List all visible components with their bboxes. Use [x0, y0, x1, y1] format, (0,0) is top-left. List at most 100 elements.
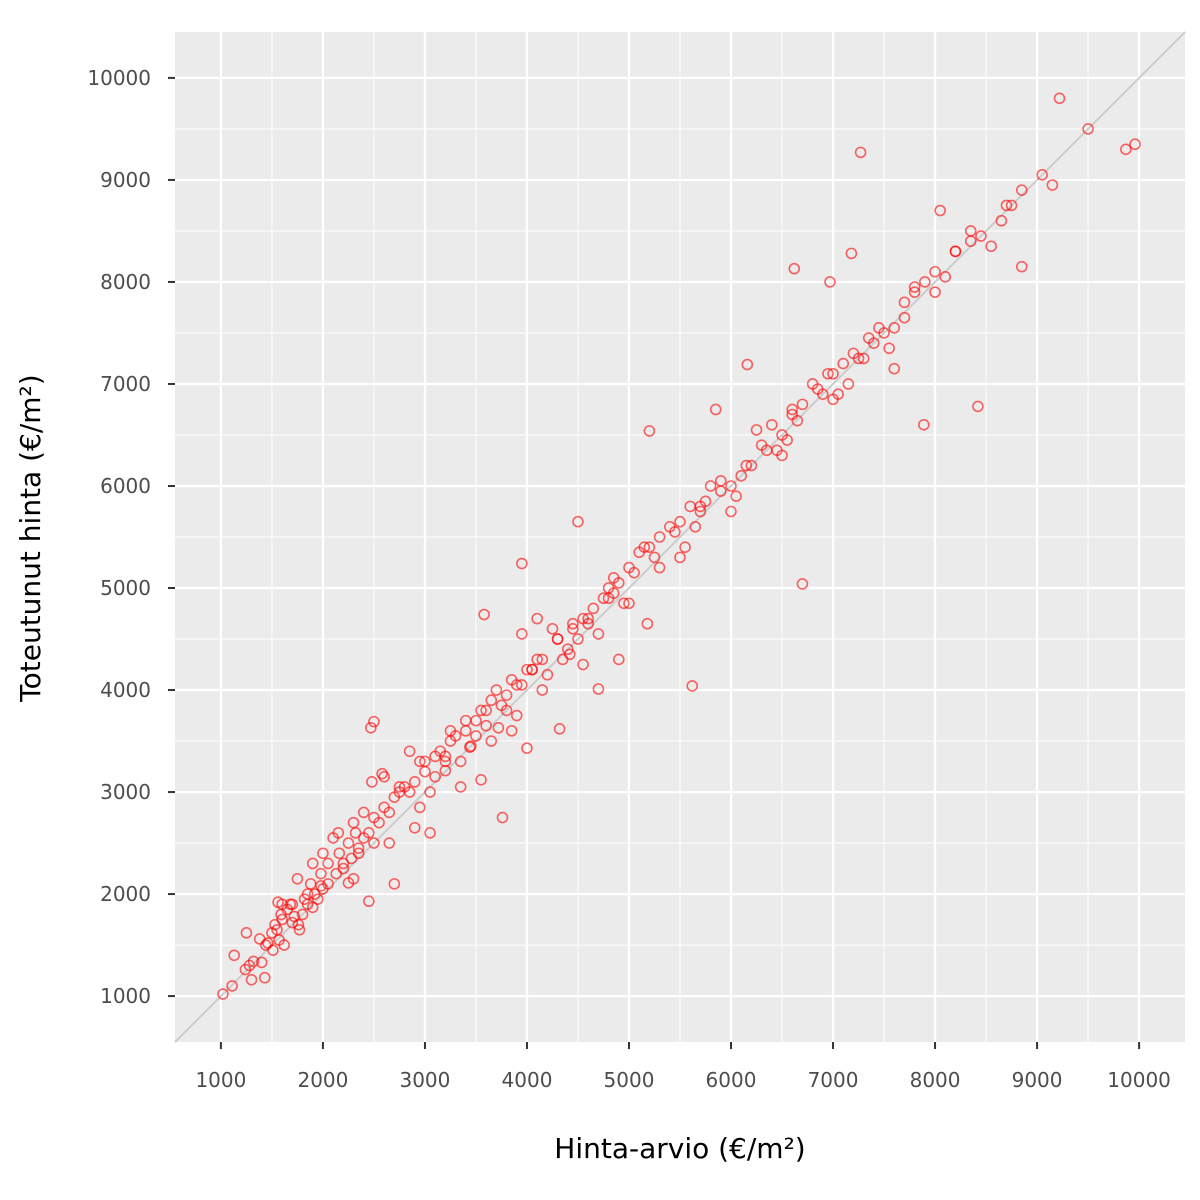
data-point — [567, 617, 579, 630]
data-point — [786, 403, 799, 416]
data-point — [278, 939, 290, 951]
data-point — [725, 480, 737, 492]
data-point — [612, 577, 625, 589]
y-tick-label: 10000 — [87, 66, 151, 90]
data-point — [480, 719, 492, 732]
data-point — [521, 663, 533, 676]
data-point — [567, 623, 579, 635]
data-point — [342, 837, 355, 849]
data-point — [317, 847, 329, 860]
x-tick-label: 10000 — [1107, 1068, 1171, 1092]
data-point — [766, 418, 778, 431]
data-point — [424, 827, 436, 839]
data-point — [388, 878, 401, 890]
y-tick-label: 1000 — [100, 984, 151, 1008]
data-point — [638, 541, 651, 554]
data-point — [674, 515, 686, 528]
x-axis-ticks: 1000 2000 3000 4000 5000 6000 7000 8000 9000 1000… — [195, 1042, 1171, 1092]
y-tick-label: 3000 — [100, 780, 151, 804]
data-point — [429, 750, 441, 763]
data-point — [842, 378, 855, 390]
data-point — [618, 597, 630, 610]
data-point — [485, 694, 498, 707]
data-point — [454, 781, 467, 793]
data-point — [577, 658, 589, 671]
data-point — [939, 271, 952, 283]
y-tick-label: 4000 — [100, 678, 151, 702]
x-axis-title: Hinta-arvio (€/m²) — [554, 1132, 805, 1165]
data-point — [286, 916, 299, 929]
data-point — [480, 704, 492, 717]
data-point — [857, 352, 870, 365]
data-point — [582, 612, 594, 625]
data-points — [217, 92, 1141, 1000]
data-point — [1000, 199, 1013, 212]
data-point — [255, 956, 268, 969]
data-point — [1005, 199, 1018, 212]
data-point — [1015, 184, 1028, 196]
data-point — [454, 755, 467, 768]
x-tick-label: 4000 — [502, 1068, 553, 1092]
data-point — [475, 774, 487, 786]
data-point — [536, 684, 549, 696]
data-point — [352, 847, 365, 860]
data-point — [368, 837, 380, 849]
data-point — [536, 653, 549, 666]
data-point — [245, 973, 258, 986]
data-point — [403, 786, 416, 798]
data-point — [750, 424, 763, 436]
x-tick-label: 8000 — [910, 1068, 961, 1092]
data-point — [286, 898, 299, 911]
data-point — [217, 988, 229, 1000]
major-gridlines — [175, 32, 1185, 1042]
data-point — [995, 214, 1008, 227]
data-point — [500, 704, 513, 717]
data-point — [949, 245, 962, 258]
data-point — [247, 955, 260, 968]
data-point — [357, 806, 370, 819]
data-point — [564, 648, 576, 661]
data-point — [337, 862, 350, 875]
data-point — [788, 262, 801, 275]
data-point — [333, 847, 346, 860]
data-point — [301, 888, 314, 900]
data-point — [226, 980, 238, 992]
data-point — [419, 755, 431, 768]
data-point — [740, 459, 753, 472]
data-point — [516, 557, 528, 570]
data-point — [796, 578, 809, 590]
data-point — [679, 541, 691, 554]
data-point — [240, 927, 253, 939]
data-point — [546, 623, 559, 635]
data-point — [531, 612, 543, 625]
data-point — [365, 721, 377, 734]
x-tick-label: 3000 — [399, 1068, 450, 1092]
data-point — [669, 526, 681, 538]
data-point — [490, 684, 503, 696]
data-point — [465, 740, 477, 752]
data-point — [837, 357, 850, 370]
data-point — [715, 475, 727, 487]
data-point — [908, 286, 921, 298]
data-point — [306, 901, 319, 914]
data-point — [628, 566, 640, 579]
data-point — [408, 776, 421, 788]
data-point — [439, 755, 452, 768]
data-point — [271, 923, 283, 936]
data-point — [228, 949, 240, 962]
data-point — [315, 867, 327, 880]
data-point — [366, 776, 378, 788]
x-tick-label: 5000 — [604, 1068, 655, 1092]
data-point — [317, 883, 329, 895]
data-point — [414, 801, 426, 814]
x-tick-label: 7000 — [808, 1068, 859, 1092]
data-point — [854, 146, 867, 159]
data-point — [464, 741, 476, 753]
data-point — [643, 541, 656, 554]
data-point — [577, 612, 589, 625]
data-point — [919, 276, 931, 288]
data-point — [500, 689, 513, 701]
data-point — [531, 653, 543, 666]
data-point — [686, 680, 699, 692]
data-point — [641, 617, 654, 630]
